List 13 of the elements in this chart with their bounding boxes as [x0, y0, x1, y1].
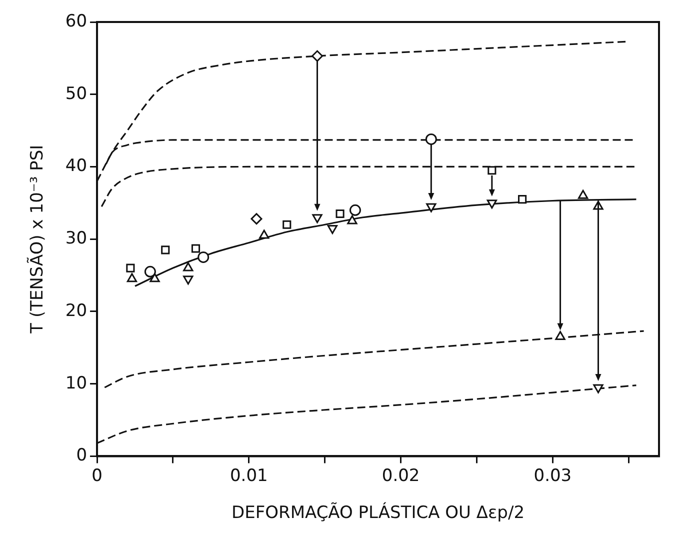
- y-axis-title: T (TENSÃO) x 10⁻³ PSI: [26, 144, 48, 334]
- y-tick-label: 40: [65, 156, 88, 176]
- x-tick-label: 0.01: [230, 466, 268, 486]
- x-tick-label: 0.02: [382, 466, 420, 486]
- y-tick-label: 50: [65, 84, 88, 104]
- x-tick-label: 0: [92, 466, 102, 486]
- y-tick-label: 30: [65, 228, 88, 249]
- y-tick-label: 60: [65, 11, 88, 32]
- y-tick-label: 10: [65, 373, 88, 394]
- y-tick-label: 20: [65, 300, 88, 321]
- x-tick-label: 0.03: [534, 466, 572, 486]
- y-tick-label: 0: [76, 446, 88, 466]
- x-axis-title: DEFORMAÇÃO PLÁSTICA OU Δεp/2: [232, 502, 525, 524]
